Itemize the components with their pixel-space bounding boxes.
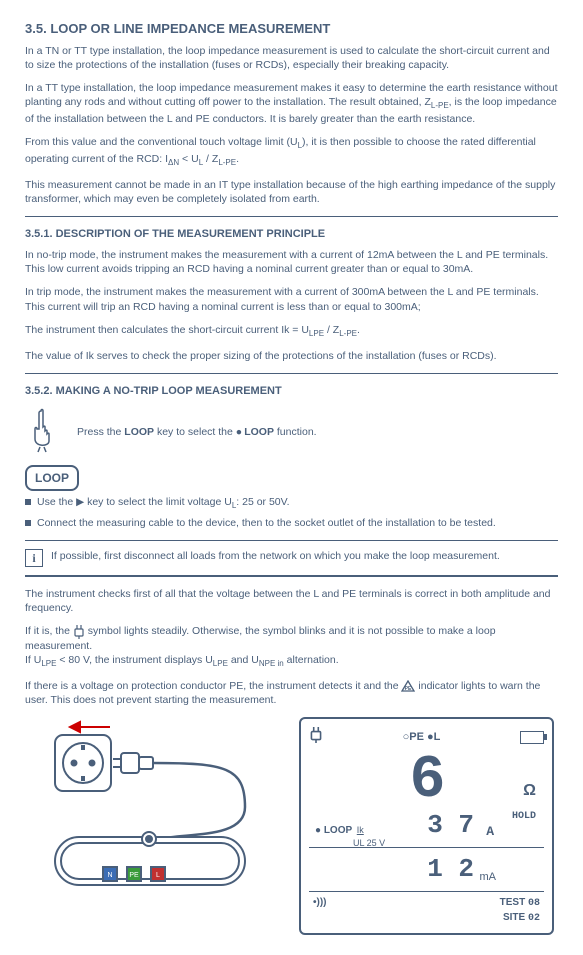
subsection-heading: 3.5.1. DESCRIPTION OF THE MEASUREMENT PR… (25, 227, 558, 242)
hand-press-icon (25, 407, 59, 457)
lcd-test-n: 08 (528, 898, 540, 909)
divider (25, 373, 558, 374)
lcd-site: SITE (503, 912, 525, 923)
lcd-display: ○PE ●L 6 Ω 3 7 HOLD A ● LOOP Ik UL 25 V … (299, 717, 554, 935)
lcd-low-value: 1 2 (309, 852, 544, 887)
paragraph: If there is a voltage on protection cond… (25, 679, 558, 707)
warning-pe-icon: PE (401, 679, 415, 691)
loop-key-label: LOOP (25, 465, 79, 491)
paragraph: The instrument checks first of all that … (25, 587, 558, 615)
svg-text:PE: PE (405, 686, 412, 692)
lcd-loop-label: ● LOOP (315, 825, 352, 836)
lcd-low-unit: mA (480, 870, 497, 885)
section-heading: 3.5. LOOP OR LINE IMPEDANCE MEASUREMENT (25, 20, 558, 38)
wiring-diagram: N PE L (25, 717, 285, 935)
bullet-item: Use the ▶ key to select the limit voltag… (25, 495, 558, 512)
lcd-mid-value: 3 7 (427, 810, 474, 840)
paragraph: In a TN or TT type installation, the loo… (25, 44, 558, 72)
terminal-pe-label: PE (129, 872, 139, 879)
terminal-l-label: L (156, 872, 160, 879)
plug-status-icon (309, 727, 323, 748)
paragraph: This measurement cannot be made in an IT… (25, 178, 558, 206)
lcd-ul: UL 25 V (353, 838, 385, 848)
terminal-n-label: N (107, 872, 112, 879)
paragraph: From this value and the conventional tou… (25, 135, 558, 169)
lcd-site-n: 02 (528, 913, 540, 924)
plug-ok-icon (73, 625, 88, 637)
info-icon: i (25, 549, 43, 567)
lcd-unit-a: A (486, 823, 494, 841)
lcd-main-value: 6 (309, 754, 544, 808)
lcd-pe-l: ○PE ●L (403, 730, 441, 745)
divider (25, 575, 558, 577)
paragraph: The instrument then calculates the short… (25, 323, 558, 340)
paragraph: If it is, the symbol lights steadily. Ot… (25, 624, 558, 669)
divider (25, 540, 558, 541)
press-instruction: Press the LOOP key to select the ● LOOP … (77, 425, 317, 439)
lcd-ik: Ik (357, 825, 364, 835)
subsection-heading: 3.5.2. MAKING A NO-TRIP LOOP MEASUREMENT (25, 384, 558, 399)
battery-icon (520, 731, 544, 744)
divider (25, 216, 558, 217)
lcd-speaker-icon: •))) (313, 896, 327, 925)
lcd-test: TEST (500, 897, 526, 908)
paragraph: In a TT type installation, the loop impe… (25, 81, 558, 126)
paragraph: In trip mode, the instrument makes the m… (25, 285, 558, 313)
lcd-hold: HOLD (512, 810, 536, 824)
info-text: If possible, first disconnect all loads … (51, 549, 500, 563)
paragraph: The value of Ik serves to check the prop… (25, 349, 558, 363)
lcd-ohm: Ω (523, 780, 536, 802)
bullet-item: Connect the measuring cable to the devic… (25, 516, 558, 530)
paragraph: In no-trip mode, the instrument makes th… (25, 248, 558, 276)
